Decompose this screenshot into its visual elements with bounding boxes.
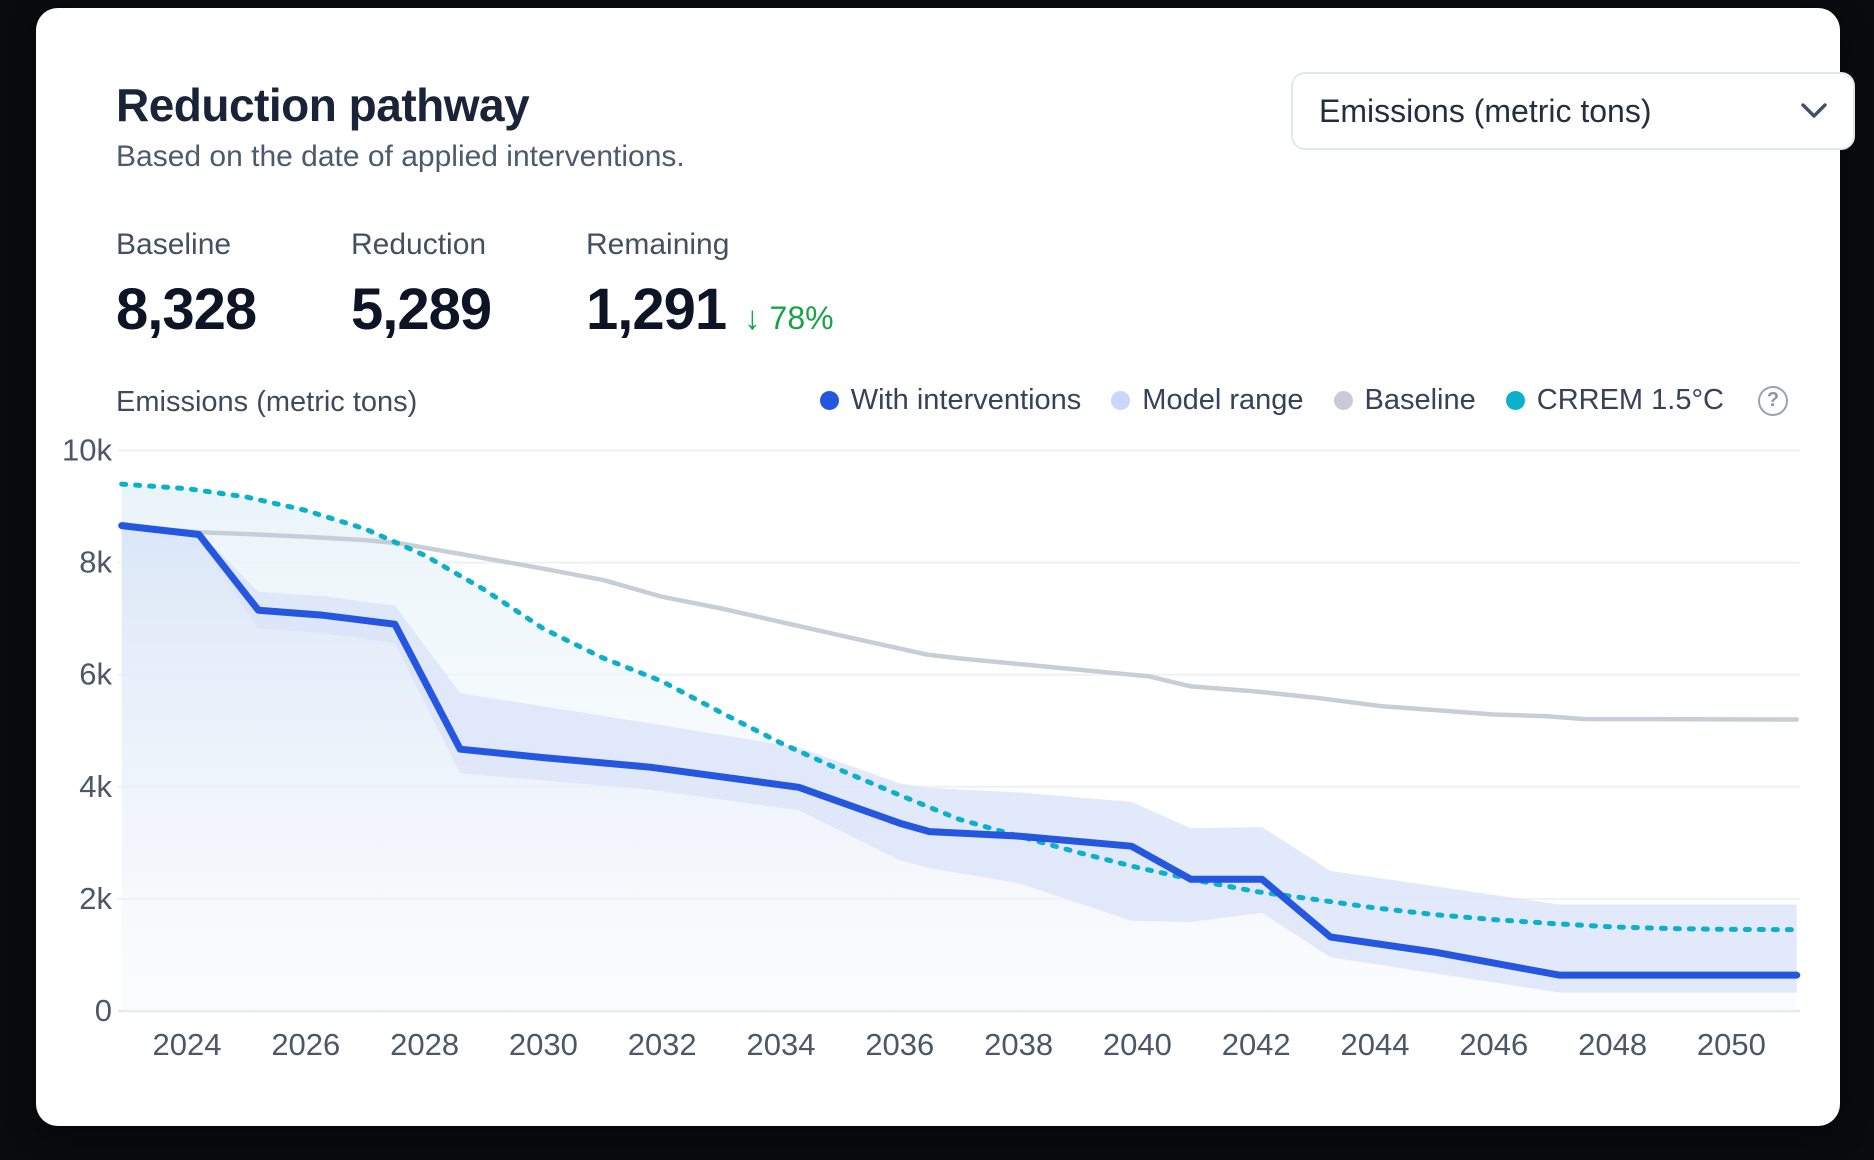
help-icon[interactable]: ? (1758, 385, 1788, 416)
stat-label: Reduction (351, 228, 487, 261)
page-subtitle: Based on the date of applied interventio… (116, 140, 685, 173)
unit-selector-value: Emissions (metric tons) (1319, 92, 1652, 129)
legend-label: With interventions (850, 384, 1082, 416)
chevron-down-icon (1801, 103, 1827, 119)
stat-remaining: Remaining 1,291 ↓ 78% (586, 228, 834, 343)
x-tick-label: 2040 (1103, 1027, 1172, 1062)
stat-value: 8,328 (116, 277, 257, 342)
stat-value: 5,289 (351, 277, 492, 342)
x-tick-label: 2026 (271, 1027, 340, 1062)
reduction-percent: 78% (769, 300, 834, 336)
stat-label: Baseline (116, 228, 232, 261)
stats-row: Baseline 8,328 Reduction 5,289 Remaining… (116, 228, 834, 343)
legend-dot-icon (1111, 391, 1131, 410)
legend-dot-icon (1333, 391, 1353, 410)
x-tick-label: 2024 (153, 1027, 222, 1062)
legend-item[interactable]: Model range (1111, 384, 1304, 417)
legend-label: Model range (1142, 384, 1304, 416)
y-tick-label: 10k (62, 433, 112, 468)
y-tick-label: 6k (79, 657, 112, 692)
x-tick-label: 2036 (865, 1027, 934, 1062)
legend-item[interactable]: CRREM 1.5°C (1505, 384, 1724, 417)
legend-label: Baseline (1364, 384, 1476, 416)
x-tick-label: 2038 (984, 1027, 1053, 1062)
page-title: Reduction pathway (116, 79, 530, 131)
legend-item[interactable]: Baseline (1333, 384, 1476, 417)
x-tick-label: 2044 (1341, 1027, 1410, 1062)
x-tick-label: 2030 (509, 1027, 578, 1062)
stat-value: 1,291 (586, 277, 727, 342)
unit-selector-dropdown[interactable]: Emissions (metric tons) (1291, 72, 1855, 150)
interventions-area-fill (121, 525, 1797, 1011)
y-tick-label: 4k (79, 769, 112, 804)
chart-legend: With interventions Model range Baseline CRR… (819, 384, 1788, 417)
y-tick-label: 2k (79, 881, 112, 916)
model-range-band (121, 521, 1797, 993)
legend-dot-icon (1505, 391, 1525, 410)
chart-axis-title: Emissions (metric tons) (116, 386, 418, 418)
reduction-percent-badge: ↓ 78% (744, 299, 833, 337)
y-tick-label: 8k (79, 545, 112, 580)
x-tick-label: 2050 (1697, 1027, 1766, 1062)
stat-baseline: Baseline 8,328 (116, 228, 351, 343)
arrow-down-icon: ↓ (744, 299, 761, 336)
y-tick-label: 0 (95, 993, 112, 1028)
stat-label: Remaining (586, 228, 730, 261)
crrem-line (119, 481, 1800, 933)
x-tick-label: 2034 (747, 1027, 816, 1062)
x-tick-label: 2032 (628, 1027, 697, 1062)
x-tick-label: 2028 (390, 1027, 459, 1062)
legend-dot-icon (819, 391, 839, 410)
x-tick-label: 2042 (1222, 1027, 1291, 1062)
legend-label: CRREM 1.5°C (1536, 384, 1724, 416)
legend-item[interactable]: With interventions (819, 384, 1082, 417)
with-interventions-line (118, 522, 1801, 979)
stat-reduction: Reduction 5,289 (351, 228, 586, 343)
x-tick-label: 2046 (1459, 1027, 1528, 1062)
baseline-line (119, 523, 1799, 722)
x-tick-label: 2048 (1578, 1027, 1647, 1062)
